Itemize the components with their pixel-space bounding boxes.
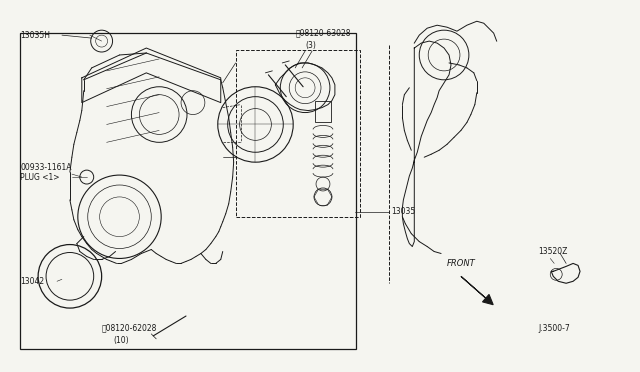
Bar [236, 50, 360, 217]
Bar [315, 101, 331, 122]
Text: 13035: 13035 [392, 207, 416, 216]
Text: Ⓑ08120-63028: Ⓑ08120-63028 [295, 29, 351, 38]
Text: 00933-1161A: 00933-1161A [20, 163, 72, 171]
Text: J.3500-7: J.3500-7 [538, 324, 570, 333]
FancyArrow shape [461, 276, 493, 305]
Text: (3): (3) [305, 41, 316, 49]
Text: PLUG <1>: PLUG <1> [20, 173, 60, 182]
Bar [20, 33, 356, 349]
Text: (10): (10) [113, 336, 129, 345]
Text: 13035H: 13035H [20, 31, 51, 40]
Text: FRONT: FRONT [447, 259, 476, 268]
Text: 13042: 13042 [20, 277, 44, 286]
Text: 13520Z: 13520Z [538, 247, 568, 256]
Text: Ⓑ08120-62028: Ⓑ08120-62028 [102, 323, 157, 333]
